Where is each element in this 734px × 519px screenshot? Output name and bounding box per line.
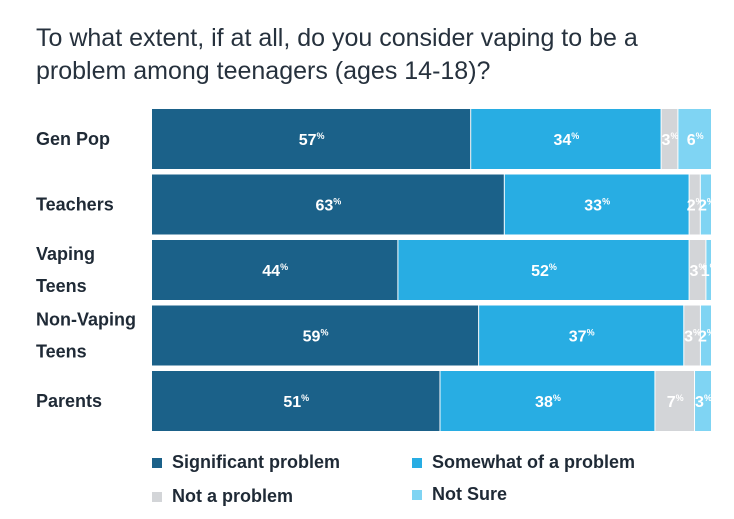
category-label-vaping-teens-line-2: Teens bbox=[36, 276, 87, 296]
bar-parents-not-a-problem bbox=[655, 371, 695, 431]
category-label-vaping-teens-line-1: Vaping bbox=[36, 244, 95, 264]
legend-item-not-a-problem: Not a problem bbox=[152, 486, 293, 507]
category-label-non-vaping-teens-line-1: Non-Vaping bbox=[36, 310, 136, 330]
legend-label-significant-problem: Significant problem bbox=[172, 452, 341, 472]
legend-label-somewhat-of-a-problem: Somewhat of a problem bbox=[432, 452, 636, 472]
bar-vaping-teens-not-sure bbox=[706, 240, 711, 300]
legend-item-significant-problem: Significant problem bbox=[152, 452, 340, 473]
category-label-non-vaping-teens-line-2: Teens bbox=[36, 342, 87, 362]
bar-parents-somewhat-of-a-problem bbox=[440, 371, 655, 431]
value-label-vaping-teens-not-sure: 1% bbox=[701, 262, 718, 280]
bar-parents-significant-problem bbox=[152, 371, 440, 431]
bar-gen-pop-significant-problem bbox=[152, 109, 471, 169]
bar-vaping-teens-significant-problem bbox=[152, 240, 398, 300]
legend-swatch-significant-problem bbox=[152, 457, 162, 468]
legend-label-not-a-problem: Not a problem bbox=[172, 486, 294, 506]
legend-swatch-not-sure bbox=[412, 489, 422, 500]
bar-non-vaping-teens-significant-problem bbox=[152, 305, 479, 366]
legend-swatch-not-a-problem bbox=[152, 491, 162, 502]
category-label-gen-pop: Gen Pop bbox=[36, 129, 110, 149]
bar-teachers-somewhat-of-a-problem bbox=[504, 174, 689, 235]
legend-label-not-sure: Not Sure bbox=[432, 484, 508, 504]
legend-swatch-somewhat-of-a-problem bbox=[412, 457, 422, 468]
value-label-teachers-not-sure: 2% bbox=[698, 197, 715, 215]
legend-item-somewhat-of-a-problem: Somewhat of a problem bbox=[412, 452, 635, 473]
bar-teachers-significant-problem bbox=[152, 174, 504, 235]
category-label-teachers: Teachers bbox=[36, 195, 114, 215]
bar-non-vaping-teens-not-sure bbox=[700, 305, 711, 366]
bar-gen-pop-not-a-problem bbox=[661, 109, 678, 169]
legend-item-not-sure: Not Sure bbox=[412, 484, 507, 505]
stacked-bar-chart: Gen Pop 57% 34% 3% 6%Teachers 63% 33% 2%2%Vapin… bbox=[36, 109, 718, 431]
chart-title: To what extent, if at all, do you consid… bbox=[36, 24, 638, 85]
category-label-parents: Parents bbox=[36, 391, 102, 411]
bar-non-vaping-teens-not-a-problem bbox=[684, 305, 700, 366]
bar-non-vaping-teens-somewhat-of-a-problem bbox=[479, 305, 684, 366]
bar-vaping-teens-somewhat-of-a-problem bbox=[398, 240, 689, 300]
value-label-non-vaping-teens-not-sure: 2% bbox=[698, 328, 715, 346]
bar-teachers-not-a-problem bbox=[689, 174, 700, 235]
bar-parents-not-sure bbox=[695, 371, 711, 431]
bar-teachers-not-sure bbox=[700, 174, 711, 235]
bar-gen-pop-not-sure bbox=[678, 109, 711, 169]
bar-gen-pop-somewhat-of-a-problem bbox=[471, 109, 661, 169]
bar-vaping-teens-not-a-problem bbox=[689, 240, 706, 300]
